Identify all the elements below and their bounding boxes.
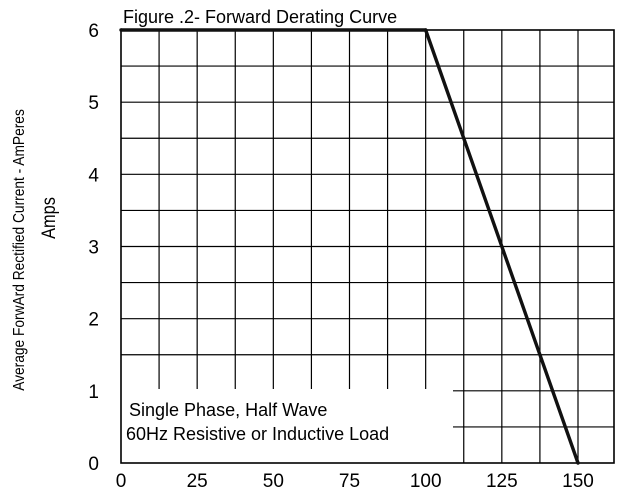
y-tick-label: 4 [88,165,99,186]
x-tick-label: 25 [187,471,208,492]
x-tick-label: 0 [116,471,127,492]
curve-point [576,461,580,465]
x-tick-label: 75 [339,471,360,492]
chart-title: Figure .2- Forward Derating Curve [123,7,397,27]
x-tick-label: 125 [486,471,518,492]
annotation-line-1: Single Phase, Half Wave [129,400,327,420]
y-tick-label: 0 [88,454,99,475]
curve-point [423,28,428,32]
y-tick-label: 1 [88,382,99,403]
y-tick-label: 5 [88,93,99,114]
y-axis-unit-label: Amps [38,197,59,239]
y-tick-label: 2 [88,310,99,331]
title-bg [121,2,451,28]
x-tick-label: 50 [263,471,284,492]
annotation-box [121,389,453,463]
annotation-line-2: 60Hz Resistive or Inductive Load [126,424,389,444]
y-tick-label: 3 [88,238,99,259]
curve-point [119,28,123,32]
x-tick-label: 100 [410,471,442,492]
x-tick-label: 150 [562,471,594,492]
y-tick-label: 6 [88,21,99,42]
y-axis-label: Average ForwArd Rectified Current - AmPe… [10,109,28,391]
